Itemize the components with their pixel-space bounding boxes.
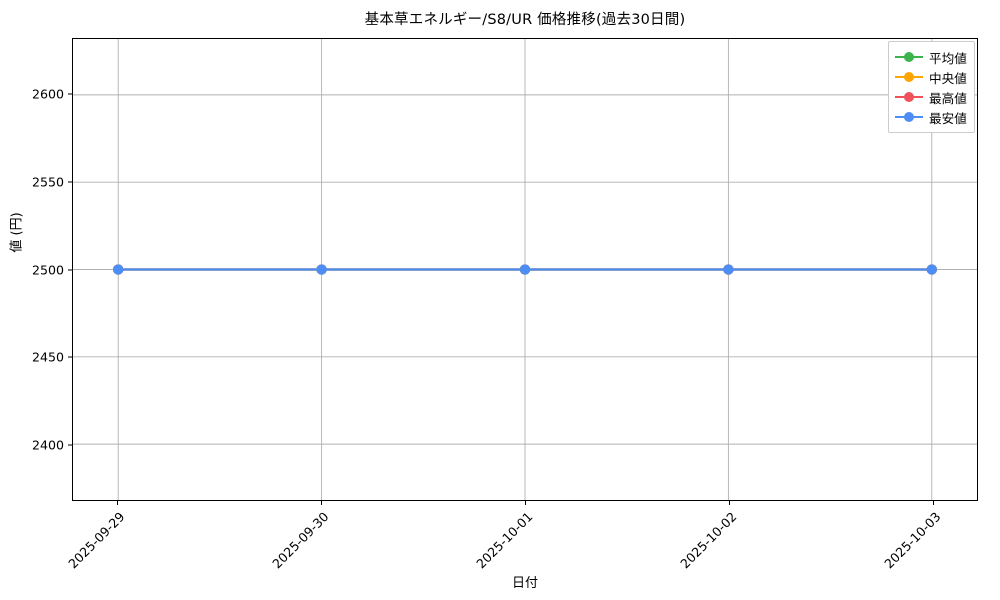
legend-swatch-icon	[895, 90, 923, 104]
data-point-marker	[926, 264, 937, 275]
x-axis-label: 日付	[511, 576, 538, 591]
plot-area	[72, 38, 978, 501]
x-tick-mark	[117, 501, 119, 505]
y-tick-mark	[68, 356, 72, 358]
legend-label: 最高値	[929, 90, 967, 106]
legend-swatch-icon	[895, 110, 923, 124]
chart-legend: 平均値中央値最高値最安値	[888, 41, 975, 133]
chart-title: 基本草エネルギー/S8/UR 価格推移(過去30日間)	[364, 12, 686, 28]
y-axis-tick-labels: 2400 2450 2500 2550 2600	[0, 38, 64, 501]
legend-label: 平均値	[929, 50, 967, 66]
y-axis-label: 値 (円)	[9, 212, 25, 253]
legend-swatch-icon	[895, 50, 923, 64]
legend-label: 最安値	[929, 110, 967, 126]
x-tick-mark	[728, 501, 730, 505]
x-tick-mark	[932, 501, 934, 505]
series-layer	[113, 264, 937, 275]
y-tick-mark	[68, 93, 72, 95]
y-tick-label: 2450	[31, 349, 64, 365]
series-最安値	[113, 264, 937, 275]
data-point-marker	[723, 264, 734, 275]
data-point-marker	[519, 264, 531, 275]
y-tick-label: 2550	[31, 174, 64, 190]
data-point-marker	[113, 264, 124, 275]
y-tick-mark	[68, 444, 72, 446]
y-tick-mark	[68, 269, 72, 270]
legend-item[interactable]: 中央値	[895, 67, 967, 87]
legend-item[interactable]: 最高値	[895, 87, 967, 107]
y-tick-mark	[68, 181, 72, 183]
legend-swatch-icon	[895, 70, 923, 84]
x-tick-mark	[525, 501, 526, 505]
legend-item[interactable]: 最安値	[895, 107, 967, 127]
y-tick-label: 2600	[31, 86, 64, 102]
data-point-marker	[316, 264, 327, 275]
x-tick-mark	[321, 501, 323, 505]
legend-item[interactable]: 平均値	[895, 47, 967, 67]
y-tick-label: 2500	[31, 262, 64, 277]
y-tick-label: 2400	[31, 437, 64, 453]
legend-label: 中央値	[929, 70, 967, 86]
